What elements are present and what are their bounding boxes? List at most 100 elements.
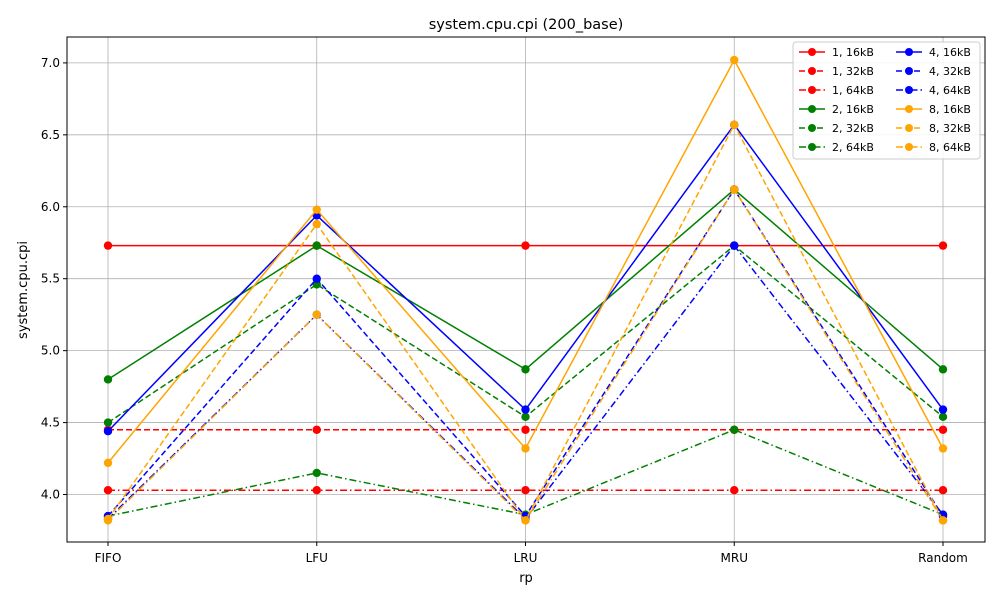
- series-group: [103, 425, 948, 434]
- legend-label: 4, 16kB: [929, 46, 971, 59]
- series-lines: [103, 55, 948, 525]
- data-point: [730, 241, 739, 250]
- legend-marker: [808, 105, 816, 113]
- data-point: [312, 486, 321, 495]
- legend-entry: 4, 32kB: [896, 65, 971, 78]
- y-tick-label: 4.5: [41, 416, 60, 430]
- x-tick-label: FIFO: [95, 551, 122, 565]
- data-point: [938, 444, 948, 453]
- data-point: [521, 241, 530, 250]
- y-tick-label: 6.0: [41, 200, 60, 214]
- legend-entry: 4, 16kB: [896, 46, 971, 59]
- legend-marker: [905, 105, 913, 113]
- y-axis-label: system.cpu.cpi: [16, 241, 31, 339]
- legend-entry: 8, 16kB: [896, 103, 971, 116]
- data-point: [730, 185, 739, 194]
- data-point: [521, 412, 530, 422]
- data-point: [103, 427, 113, 436]
- y-axis-ticks: 4.0 4.5 5.0 5.5 6.0 6.5 7.0: [41, 56, 67, 502]
- legend-label: 8, 32kB: [929, 122, 971, 135]
- legend-marker: [905, 67, 913, 75]
- data-point: [938, 412, 948, 422]
- legend-entry: 8, 32kB: [896, 122, 971, 135]
- data-point: [103, 241, 113, 250]
- legend-marker: [808, 86, 816, 94]
- data-point: [730, 120, 739, 129]
- legend-entry: 4, 64kB: [896, 84, 971, 97]
- data-point: [521, 365, 530, 374]
- data-point: [312, 425, 321, 434]
- legend: 1, 16kB 1, 32kB 1, 64kB 2, 16kB 2, 32kB 2, 64…: [792, 41, 981, 160]
- legend-marker: [808, 48, 816, 56]
- legend-label: 8, 16kB: [929, 103, 971, 116]
- data-point: [938, 405, 948, 414]
- data-point: [103, 516, 113, 525]
- x-tick-label: MRU: [721, 551, 748, 565]
- legend-label: 2, 64kB: [832, 141, 874, 154]
- data-point: [312, 280, 321, 289]
- y-tick-label: 4.0: [41, 488, 60, 502]
- x-axis-ticks: FIFO LFU LRU MRU Random: [95, 542, 968, 565]
- data-point: [103, 458, 113, 468]
- legend-marker: [905, 143, 913, 151]
- data-point: [312, 241, 321, 250]
- legend-entry: 2, 32kB: [799, 122, 874, 135]
- data-point: [730, 425, 739, 434]
- grid-lines: [67, 37, 985, 542]
- data-point: [730, 55, 739, 65]
- data-point: [103, 375, 113, 384]
- legend-entry: 1, 32kB: [799, 65, 874, 78]
- legend-entry: 1, 16kB: [799, 46, 874, 59]
- data-point: [938, 241, 948, 250]
- legend-label: 2, 16kB: [832, 103, 874, 116]
- legend-marker: [905, 86, 913, 94]
- legend-marker: [808, 124, 816, 132]
- x-tick-label: Random: [918, 551, 968, 565]
- legend-label: 4, 64kB: [929, 84, 971, 97]
- x-axis-label: rp: [519, 571, 533, 586]
- data-point: [730, 486, 739, 495]
- data-point: [521, 486, 530, 495]
- legend-marker: [808, 143, 816, 151]
- data-point: [938, 425, 948, 434]
- legend-entry: 8, 64kB: [896, 141, 971, 154]
- data-point: [103, 486, 113, 495]
- data-point: [312, 468, 321, 478]
- data-point: [312, 274, 321, 283]
- legend-label: 4, 32kB: [929, 65, 971, 78]
- legend-label: 1, 16kB: [832, 46, 874, 59]
- data-point: [312, 205, 321, 214]
- legend-marker: [905, 124, 913, 132]
- data-point: [312, 219, 321, 229]
- y-tick-label: 7.0: [41, 56, 60, 70]
- series-group: [103, 486, 948, 495]
- y-tick-label: 5.0: [41, 344, 60, 358]
- data-point: [521, 425, 530, 434]
- data-point: [521, 516, 530, 525]
- legend-label: 8, 64kB: [929, 141, 971, 154]
- data-point: [938, 365, 948, 374]
- data-point: [938, 486, 948, 495]
- x-tick-label: LFU: [306, 551, 328, 565]
- legend-entry: 2, 64kB: [799, 141, 874, 154]
- data-point: [312, 310, 321, 319]
- legend-box: [792, 41, 981, 160]
- data-point: [103, 418, 113, 427]
- legend-label: 1, 64kB: [832, 84, 874, 97]
- legend-marker: [808, 67, 816, 75]
- legend-marker: [905, 48, 913, 56]
- y-tick-label: 6.5: [41, 128, 60, 142]
- series-group: [103, 55, 948, 468]
- legend-label: 1, 32kB: [832, 65, 874, 78]
- y-tick-label: 5.5: [41, 272, 60, 286]
- legend-entry: 2, 16kB: [799, 103, 874, 116]
- legend-label: 2, 32kB: [832, 122, 874, 135]
- x-tick-label: LRU: [514, 551, 538, 565]
- chart-title: system.cpu.cpi (200_base): [429, 17, 624, 33]
- data-point: [521, 444, 530, 453]
- legend-entry: 1, 64kB: [799, 84, 874, 97]
- series-group: [103, 185, 948, 525]
- data-point: [938, 516, 948, 525]
- data-point: [521, 405, 530, 414]
